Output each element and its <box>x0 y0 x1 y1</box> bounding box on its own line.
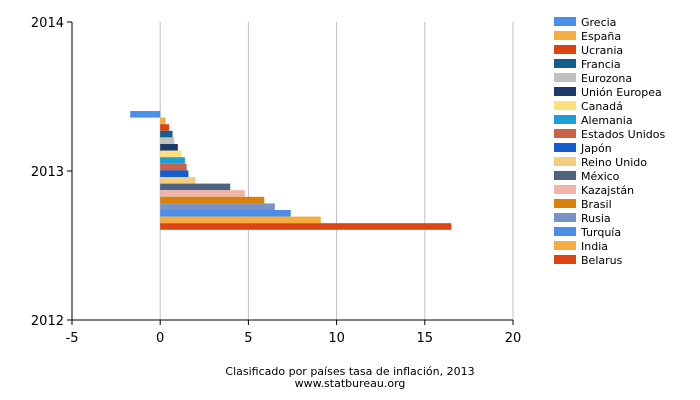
bar-6 <box>160 144 178 151</box>
grid-lines <box>159 22 514 320</box>
y-tick-label: 2013 <box>31 165 64 180</box>
legend-swatch <box>554 101 576 110</box>
bar-10 <box>160 170 189 177</box>
bar-8 <box>160 157 185 164</box>
x-tick-label: 20 <box>505 331 522 346</box>
bar-16 <box>160 210 291 217</box>
legend: GreciaEspañaUcraniaFranciaEurozonaUnión … <box>554 16 665 267</box>
bar-5 <box>160 137 175 144</box>
x-tick-label: 10 <box>328 331 345 346</box>
legend-label: Turquía <box>580 226 621 239</box>
bar-14 <box>160 196 265 204</box>
legend-label: Japón <box>580 142 612 155</box>
bar-3 <box>160 124 170 131</box>
legend-swatch <box>554 87 576 96</box>
legend-swatch <box>554 213 576 222</box>
legend-label: Ucrania <box>581 44 623 57</box>
legend-label: Reino Unido <box>581 156 647 169</box>
legend-label: Canadá <box>581 100 623 113</box>
legend-swatch <box>554 129 576 138</box>
legend-label: India <box>581 240 608 253</box>
y-tick-labels: 2012 2013 2014 <box>31 16 72 329</box>
chart-caption: Clasificado por países tasa de inflación… <box>225 365 474 378</box>
legend-swatch <box>554 199 576 208</box>
bar-13 <box>160 190 245 197</box>
legend-swatch <box>554 59 576 68</box>
bar-11 <box>160 177 196 184</box>
bar-4 <box>160 130 173 138</box>
bar-7 <box>160 150 182 158</box>
plot-background <box>72 22 513 320</box>
legend-label: Brasil <box>581 198 612 211</box>
legend-swatch <box>554 241 576 250</box>
legend-swatch <box>554 185 576 194</box>
x-tick-label: 0 <box>156 331 164 346</box>
legend-label: Grecia <box>581 16 616 29</box>
bar-9 <box>160 163 187 171</box>
bar-18 <box>160 223 452 230</box>
legend-label: España <box>581 30 621 43</box>
legend-label: México <box>581 170 620 183</box>
chart-source: www.statbureau.org <box>295 377 406 390</box>
legend-swatch <box>554 115 576 124</box>
y-tick-label: 2012 <box>31 314 64 329</box>
legend-label: Estados Unidos <box>581 128 665 141</box>
bar-2 <box>160 117 166 125</box>
x-tick-label: 15 <box>417 331 434 346</box>
legend-swatch <box>554 17 576 26</box>
x-tick-label: 5 <box>244 331 252 346</box>
bar-17 <box>160 216 321 224</box>
legend-label: Unión Europea <box>581 86 662 99</box>
legend-swatch <box>554 255 576 264</box>
legend-swatch <box>554 143 576 152</box>
bars <box>130 111 452 230</box>
legend-label: Belarus <box>581 254 623 267</box>
legend-label: Eurozona <box>581 72 632 85</box>
y-tick-label: 2014 <box>31 16 64 31</box>
legend-swatch <box>554 227 576 236</box>
legend-swatch <box>554 73 576 82</box>
legend-swatch <box>554 31 576 40</box>
legend-label: Rusia <box>581 212 611 225</box>
legend-label: Francia <box>581 58 621 71</box>
legend-swatch <box>554 45 576 54</box>
legend-swatch <box>554 171 576 180</box>
x-tick-labels: -5 0 5 10 15 20 <box>66 320 522 346</box>
x-tick-label: -5 <box>66 331 79 346</box>
legend-label: Alemania <box>581 114 633 127</box>
bar-15 <box>160 203 275 210</box>
legend-swatch <box>554 157 576 166</box>
legend-label: Kazajstán <box>581 184 634 197</box>
bar-12 <box>160 183 231 191</box>
bar-1 <box>130 111 161 118</box>
